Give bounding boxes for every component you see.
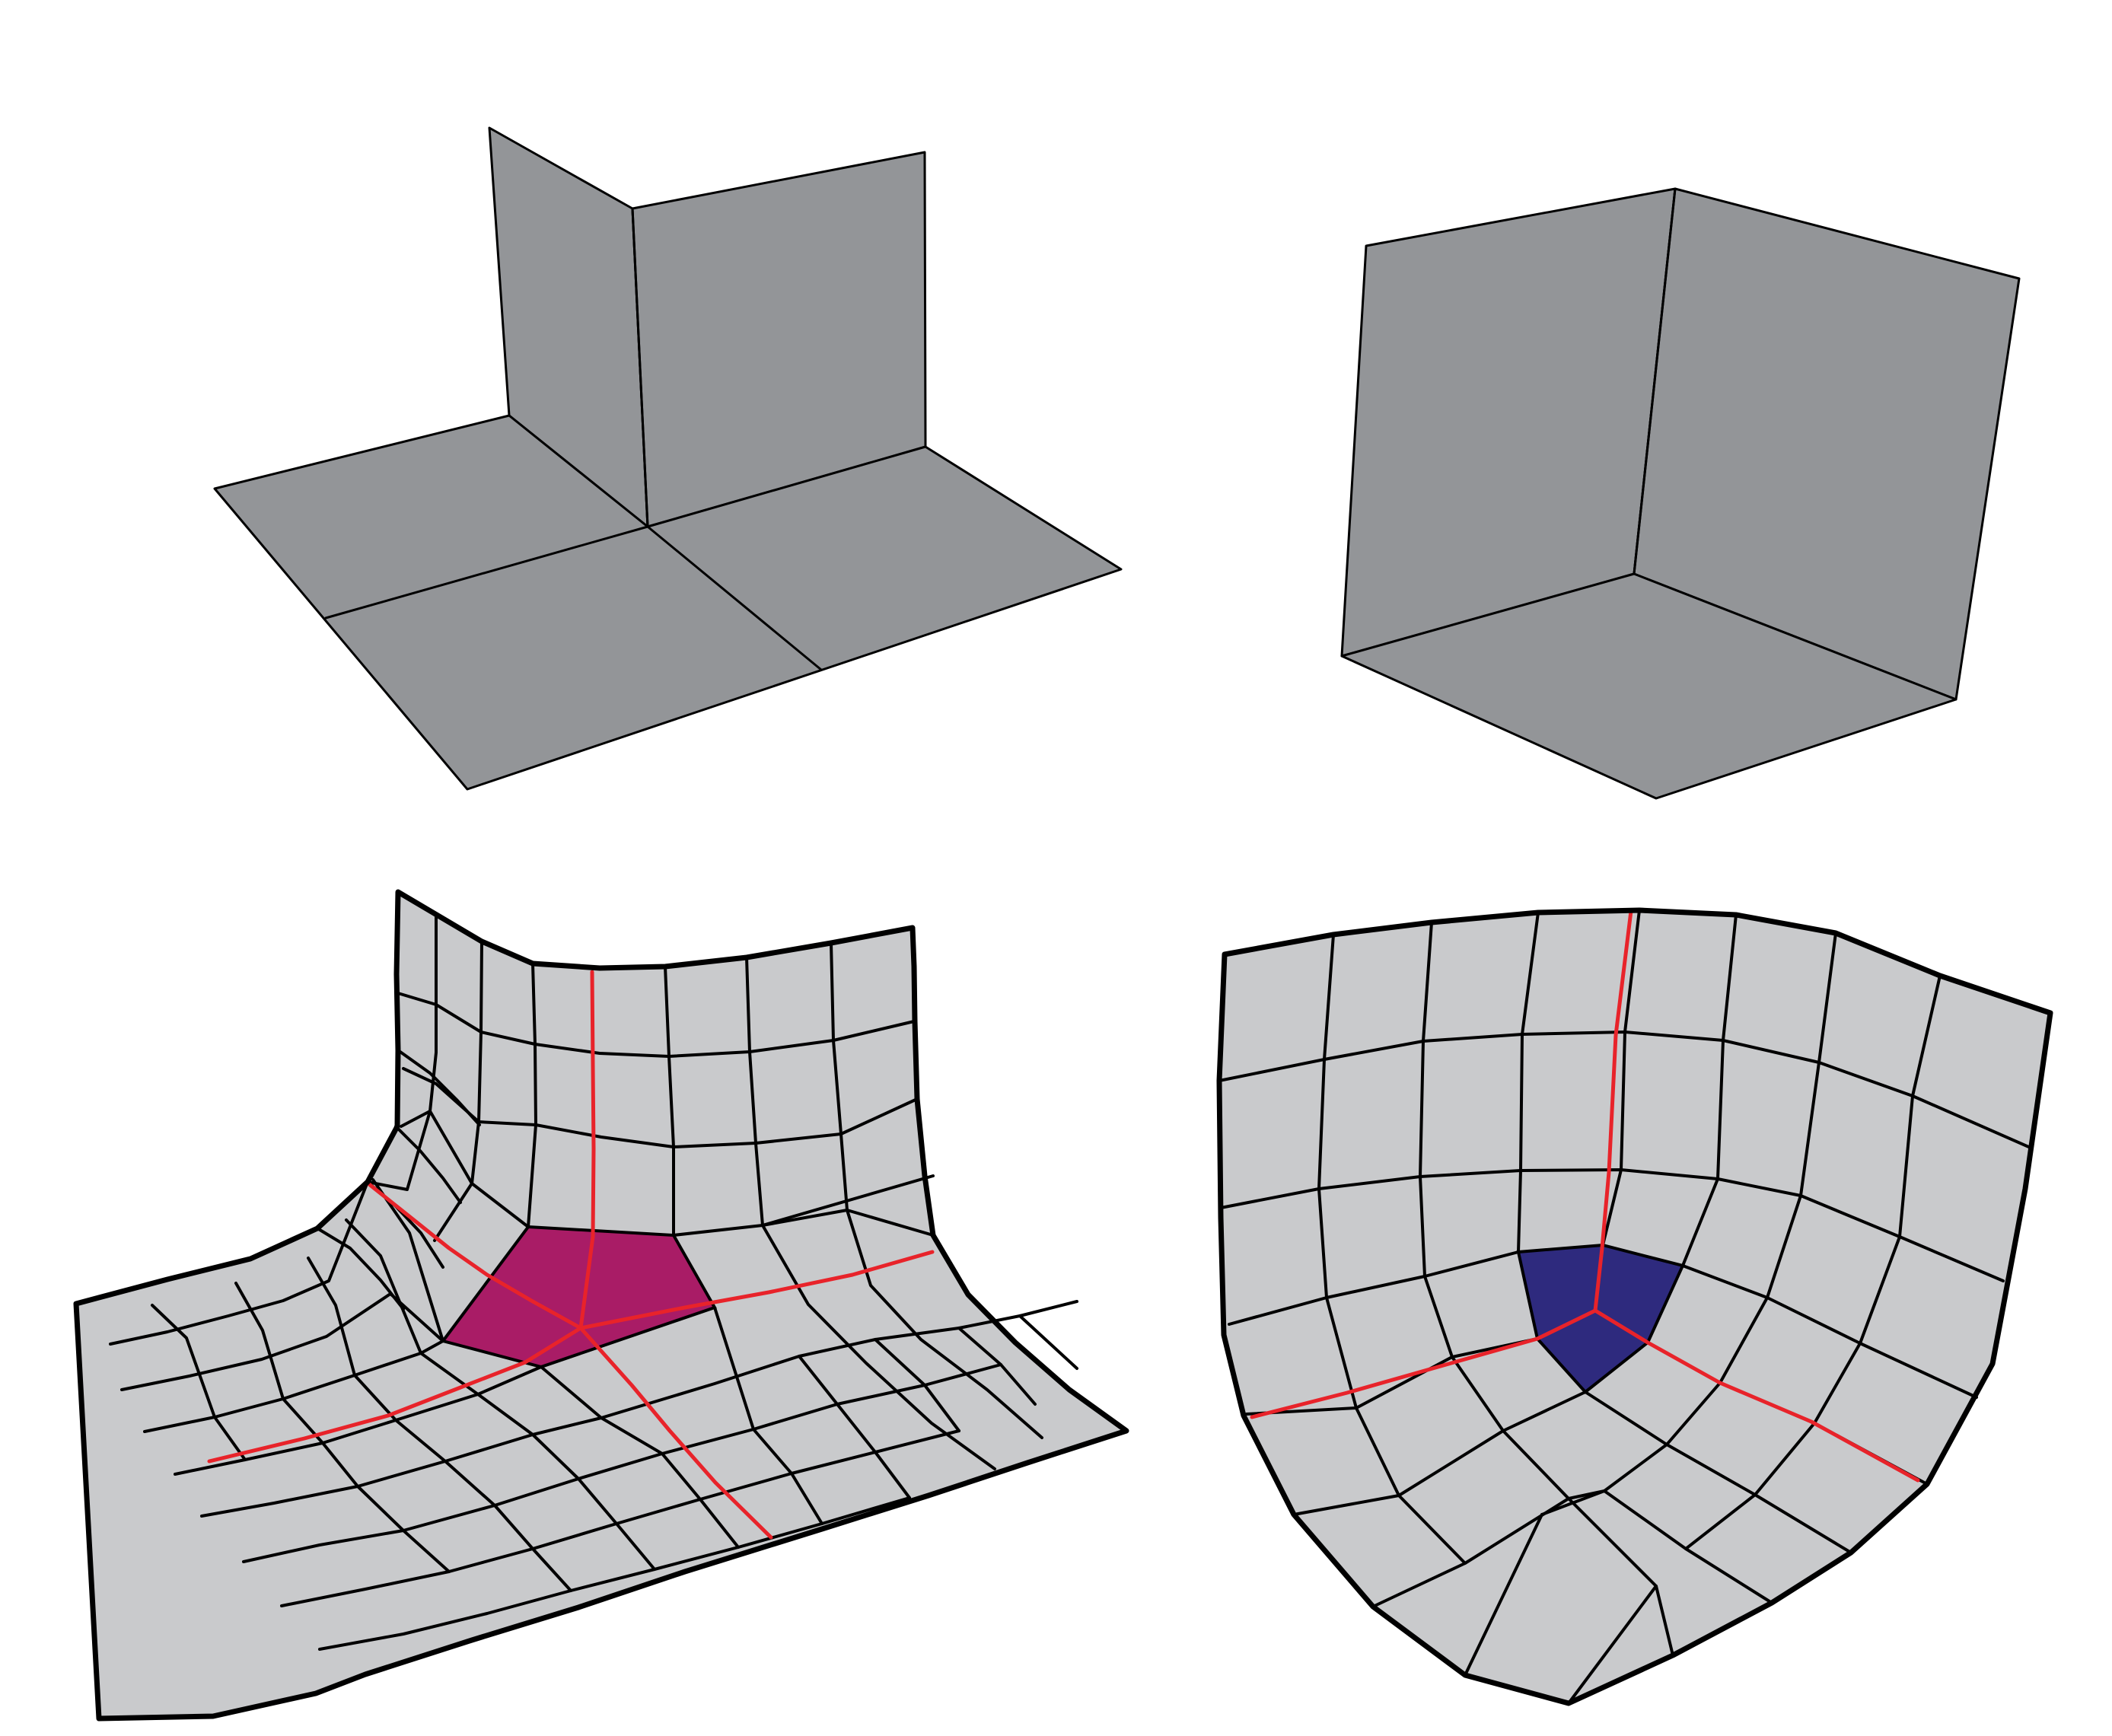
grid-line xyxy=(1419,921,1658,1588)
grid-line xyxy=(402,1067,919,1148)
grid-line xyxy=(957,1327,1037,1406)
corner-seam-vertical xyxy=(1633,187,1677,575)
feature-line xyxy=(578,1250,935,1330)
mesh-grid-lines xyxy=(1218,909,2032,1705)
planar-corner-block xyxy=(213,126,1123,791)
grid-line xyxy=(745,956,996,1470)
cube-corner-block xyxy=(1340,187,2021,800)
grid-line xyxy=(761,1174,935,1227)
valence-five-mesh xyxy=(73,889,1129,1722)
mesh-outline xyxy=(1216,907,2053,1706)
grid-line xyxy=(1245,1337,1539,1416)
pentagon-patch xyxy=(440,1225,717,1369)
floor-divider-left xyxy=(324,525,649,620)
feature-line xyxy=(1593,909,1633,1313)
grid-line xyxy=(1464,1513,1543,1677)
grid-line xyxy=(672,1209,935,1237)
grid-line xyxy=(200,1300,1078,1518)
floor-plane xyxy=(213,414,1123,791)
grid-line xyxy=(397,992,916,1058)
grid-line xyxy=(1371,1489,1773,1608)
grid-line xyxy=(143,1339,444,1433)
grid-line xyxy=(234,1282,451,1573)
grid-line xyxy=(1018,1314,1078,1370)
grid-line xyxy=(394,1125,462,1204)
feature-line xyxy=(207,1326,583,1464)
mesh-outline xyxy=(73,889,1129,1722)
feature-line xyxy=(578,970,596,1330)
grid-line xyxy=(109,1180,369,1346)
floor-divider-right xyxy=(646,525,823,671)
grid-line xyxy=(830,941,1043,1439)
grid-line xyxy=(1681,913,1738,1267)
grid-line xyxy=(151,1304,247,1461)
grid-line xyxy=(540,1365,740,1549)
grid-line xyxy=(874,1338,960,1432)
grid-line xyxy=(400,1110,530,1228)
grid-line xyxy=(664,965,675,1237)
grid-line xyxy=(527,962,537,1228)
feature-lines xyxy=(207,970,935,1540)
grid-line xyxy=(397,1049,481,1126)
grid-line xyxy=(316,1227,405,1311)
feature-line xyxy=(1250,1308,1598,1419)
grid-line xyxy=(1228,1250,1520,1326)
grid-line xyxy=(1681,1264,1978,1399)
floor xyxy=(1340,572,1958,800)
valence-three-mesh xyxy=(1216,907,2053,1706)
grid-line xyxy=(1517,911,1540,1253)
grid-line xyxy=(174,1365,543,1476)
wall-seam xyxy=(631,207,649,528)
grid-line xyxy=(318,1496,911,1651)
grid-line xyxy=(345,1218,656,1571)
grid-line xyxy=(1601,909,1641,1247)
grid-line xyxy=(713,1306,823,1525)
grid-line xyxy=(1567,1585,1674,1705)
grid-line xyxy=(242,1363,1002,1563)
grid-line xyxy=(1292,1390,1852,1554)
feature-line xyxy=(1593,1308,1920,1483)
feature-line xyxy=(367,1182,583,1330)
grid-line xyxy=(1540,932,1837,1516)
grid-line xyxy=(798,1355,911,1499)
feature-line xyxy=(578,1326,773,1540)
grid-line xyxy=(307,1257,572,1592)
feature-lines xyxy=(1250,909,1920,1483)
